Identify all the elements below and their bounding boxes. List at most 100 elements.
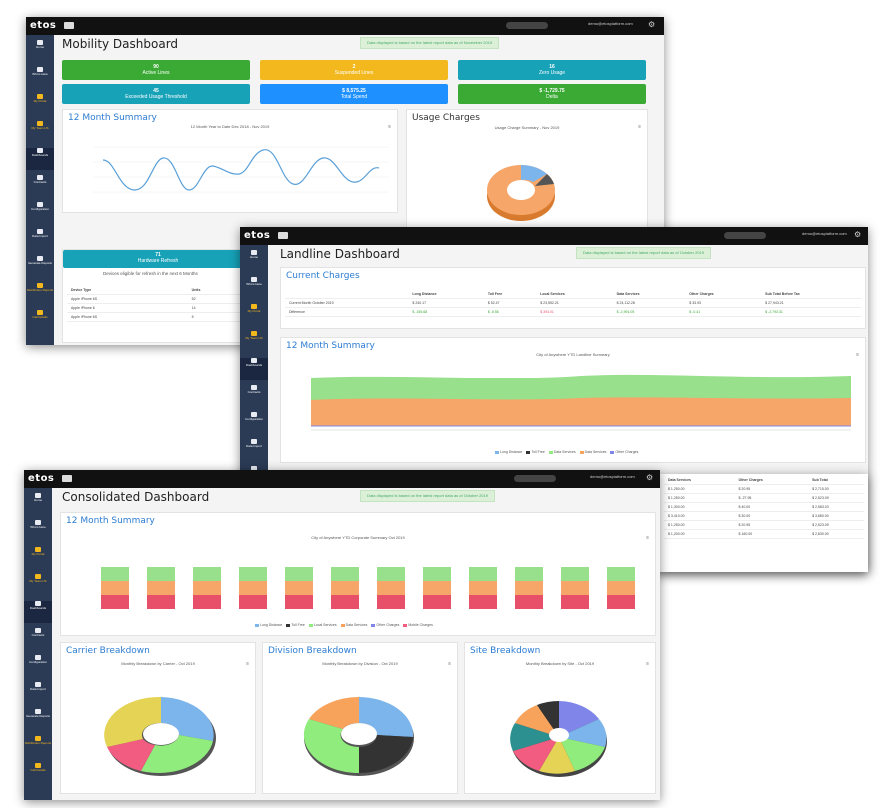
chart-menu-icon[interactable]: ≡ [388, 124, 391, 130]
bar-segment[interactable] [285, 567, 313, 581]
bar-segment[interactable] [561, 595, 589, 609]
legend-label[interactable]: Data Services [553, 450, 576, 454]
sidebar-item[interactable]: Dashboards [24, 601, 52, 623]
bar-segment[interactable] [469, 595, 497, 609]
menu-toggle-icon[interactable] [62, 475, 72, 482]
sidebar-item[interactable]: Home [24, 493, 52, 515]
stat-tile[interactable]: $ 8,575.25 Total Spend [260, 84, 448, 104]
bar-segment[interactable] [193, 567, 221, 581]
bar-segment[interactable] [331, 581, 359, 595]
sidebar-item[interactable]: Call Details [26, 310, 54, 332]
legend-label[interactable]: Other Charges [376, 623, 400, 627]
sidebar-item[interactable]: My Portal [240, 304, 268, 326]
legend-label[interactable]: Mobile Charges [408, 623, 433, 627]
bar-segment[interactable] [331, 595, 359, 609]
sidebar-item[interactable]: My Portal [24, 547, 52, 569]
bar-segment[interactable] [101, 595, 129, 609]
sidebar-item[interactable]: Data Import [240, 439, 268, 461]
bar-segment[interactable] [147, 595, 175, 609]
legend-label[interactable]: Toll Free [531, 450, 545, 454]
sidebar-item[interactable]: Dashboards [26, 148, 54, 170]
gear-icon[interactable]: ⚙ [854, 230, 862, 239]
menu-toggle-icon[interactable] [64, 22, 74, 29]
chart-menu-icon[interactable]: ≡ [856, 352, 859, 358]
stat-tile[interactable]: $ -1,729.75 Delta [458, 84, 646, 104]
bar-segment[interactable] [285, 595, 313, 609]
sidebar-item[interactable]: Distribution Reports [26, 283, 54, 305]
bar-segment[interactable] [607, 595, 635, 609]
bar-segment[interactable] [515, 595, 543, 609]
bar-segment[interactable] [193, 581, 221, 595]
sidebar-item[interactable]: Contracts [24, 628, 52, 650]
bar-segment[interactable] [469, 567, 497, 581]
legend-label[interactable]: Data Services [584, 450, 607, 454]
bar-segment[interactable] [515, 581, 543, 595]
search-input[interactable] [506, 22, 548, 29]
bar-segment[interactable] [377, 595, 405, 609]
chart-menu-icon[interactable]: ≡ [646, 535, 649, 541]
bar-segment[interactable] [561, 581, 589, 595]
menu-toggle-icon[interactable] [278, 232, 288, 239]
sidebar-item[interactable]: Configuration [26, 202, 54, 224]
user-email[interactable]: demo@etosplatform.com [802, 231, 847, 236]
legend-label[interactable]: Other Charges [615, 450, 639, 454]
sidebar-item[interactable]: Configuration [24, 655, 52, 677]
sidebar-item[interactable]: Home [240, 250, 268, 272]
stat-tile[interactable]: 45 Exceeded Usage Threshold [62, 84, 250, 104]
bar-segment[interactable] [423, 567, 451, 581]
bar-segment[interactable] [101, 567, 129, 581]
bar-segment[interactable] [377, 581, 405, 595]
bar-segment[interactable] [239, 595, 267, 609]
sidebar-item[interactable]: My Team US [24, 574, 52, 596]
bar-segment[interactable] [423, 581, 451, 595]
bar-segment[interactable] [193, 595, 221, 609]
bar-segment[interactable] [423, 595, 451, 609]
stat-tile[interactable]: 2 Suspended Lines [260, 60, 448, 80]
sidebar-item[interactable]: Who's Here [26, 67, 54, 89]
user-email[interactable]: demo@etosplatform.com [590, 474, 635, 479]
sidebar-item[interactable]: Contracts [240, 385, 268, 407]
search-input[interactable] [724, 232, 766, 239]
legend-label[interactable]: Data Services [345, 623, 368, 627]
sidebar-item[interactable]: My Team US [26, 121, 54, 143]
bar-segment[interactable] [101, 581, 129, 595]
chart-menu-icon[interactable]: ≡ [646, 661, 649, 667]
bar-segment[interactable] [285, 581, 313, 595]
bar-segment[interactable] [239, 581, 267, 595]
bar-segment[interactable] [147, 567, 175, 581]
sidebar-item[interactable]: Generate Reports [26, 256, 54, 278]
gear-icon[interactable]: ⚙ [646, 473, 654, 482]
user-email[interactable]: demo@etosplatform.com [588, 21, 633, 26]
bar-segment[interactable] [561, 567, 589, 581]
sidebar-item[interactable]: Distribution Reports [24, 736, 52, 758]
sidebar-item[interactable]: Data Import [24, 682, 52, 704]
bar-segment[interactable] [239, 567, 267, 581]
chart-menu-icon[interactable]: ≡ [246, 661, 249, 667]
gear-icon[interactable]: ⚙ [648, 20, 656, 29]
sidebar-item[interactable]: My Portal [26, 94, 54, 116]
sidebar-item[interactable]: Call Details [24, 763, 52, 785]
sidebar-item[interactable]: Who's Here [240, 277, 268, 299]
legend-label[interactable]: Toll Free [291, 623, 305, 627]
legend-label[interactable]: Long Distance [260, 623, 283, 627]
bar-segment[interactable] [147, 581, 175, 595]
sidebar-item[interactable]: Dashboards [240, 358, 268, 380]
chart-menu-icon[interactable]: ≡ [448, 661, 451, 667]
sidebar-item[interactable]: Home [26, 40, 54, 62]
legend-label[interactable]: Long Distance [500, 450, 523, 454]
sidebar-item[interactable]: Data Import [26, 229, 54, 251]
bar-segment[interactable] [607, 567, 635, 581]
stat-tile[interactable]: 16 Zero Usage [458, 60, 646, 80]
sidebar-item[interactable]: Generate Reports [24, 709, 52, 731]
legend-label[interactable]: Local Services [313, 623, 337, 627]
stat-tile[interactable]: 90 Active Lines [62, 60, 250, 80]
bar-segment[interactable] [469, 581, 497, 595]
sidebar-item[interactable]: Contracts [26, 175, 54, 197]
bar-segment[interactable] [607, 581, 635, 595]
sidebar-item[interactable]: Who's Here [24, 520, 52, 542]
chart-menu-icon[interactable]: ≡ [638, 124, 641, 130]
bar-segment[interactable] [331, 567, 359, 581]
sidebar-item[interactable]: My Team US [240, 331, 268, 353]
bar-segment[interactable] [515, 567, 543, 581]
sidebar-item[interactable]: Configuration [240, 412, 268, 434]
